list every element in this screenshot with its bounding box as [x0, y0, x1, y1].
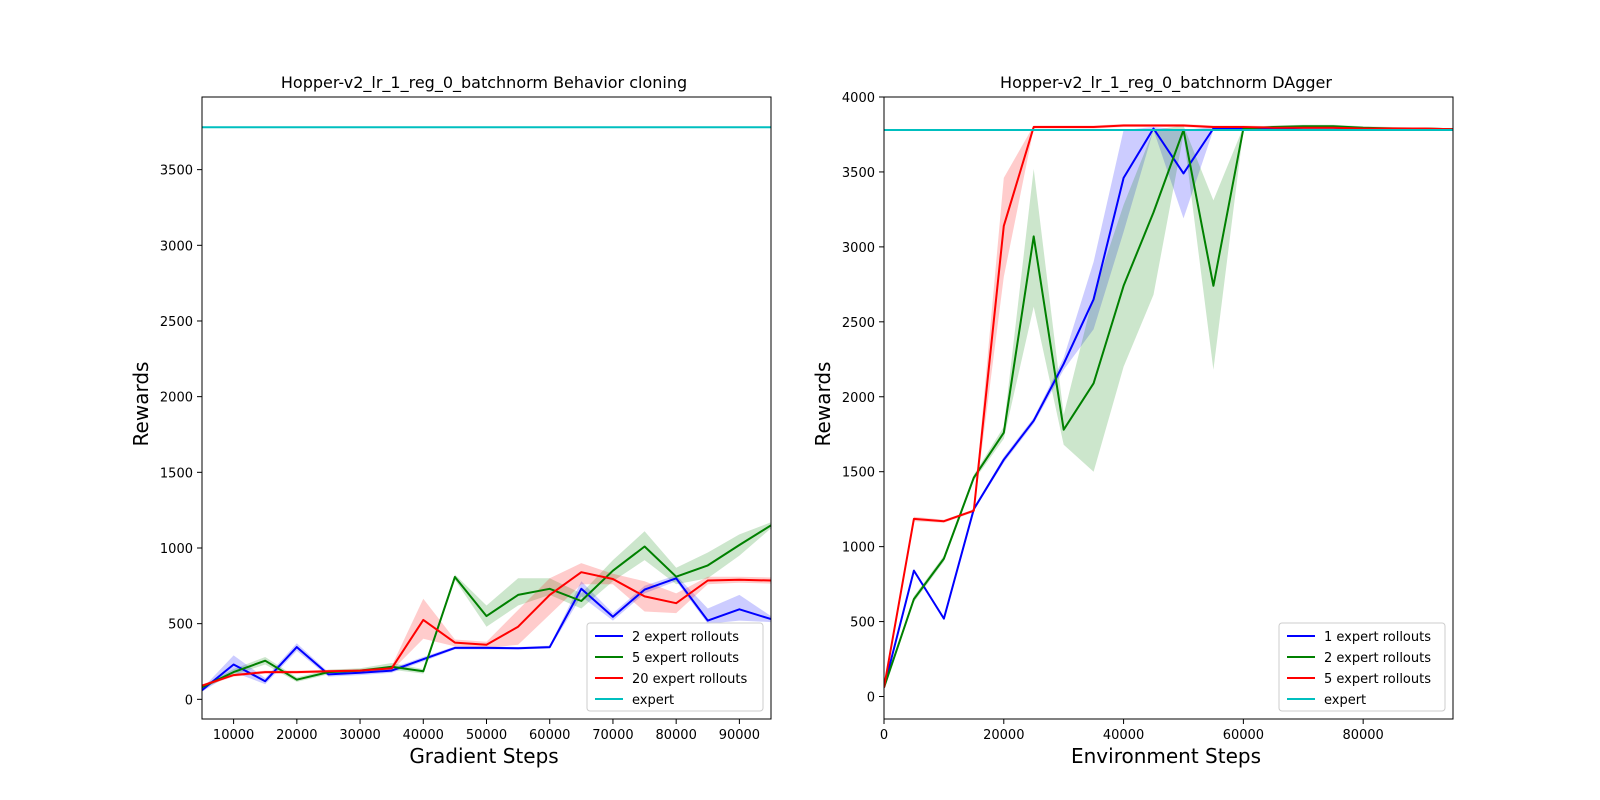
chart-behavior-cloning: Hopper-v2_lr_1_reg_0_batchnorm Behavior … [129, 73, 772, 768]
y-tick-label: 1000 [842, 541, 875, 556]
y-axis-label: Rewards [811, 362, 835, 447]
x-tick-label: 70000 [592, 728, 633, 743]
legend-label: 5 expert rollouts [632, 651, 739, 666]
x-tick-label: 60000 [529, 728, 570, 743]
x-tick-label: 30000 [339, 728, 380, 743]
x-tick-label: 0 [880, 728, 888, 743]
line-5-expert-rollouts [202, 524, 771, 689]
x-tick-label: 60000 [1223, 728, 1264, 743]
x-tick-label: 20000 [276, 728, 317, 743]
legend: 2 expert rollouts 5 expert rollouts 20 exp… [586, 622, 764, 712]
legend-label: 1 expert rollouts [1324, 630, 1431, 645]
legend-label: 2 expert rollouts [1324, 651, 1431, 666]
y-tick-label: 2500 [842, 316, 875, 331]
y-tick-label: 4000 [842, 91, 875, 106]
x-tick-label: 40000 [403, 728, 444, 743]
y-tick-label: 2000 [160, 391, 193, 406]
x-axis-label: Gradient Steps [409, 744, 558, 768]
x-tick-label: 50000 [466, 728, 507, 743]
legend-label: 5 expert rollouts [1324, 672, 1431, 687]
y-tick-label: 500 [168, 618, 193, 633]
plot-area [884, 124, 1453, 689]
x-axis-label: Environment Steps [1071, 744, 1261, 768]
chart-dagger: Hopper-v2_lr_1_reg_0_batchnorm DAgger En… [811, 73, 1454, 768]
y-tick-label: 2500 [160, 315, 193, 330]
y-tick-label: 3000 [842, 241, 875, 256]
x-tick-label: 90000 [719, 728, 760, 743]
axes-frame [883, 96, 1454, 720]
legend: 1 expert rollouts 2 expert rollouts 5 expe… [1278, 622, 1446, 712]
y-tick-label: 1000 [160, 542, 193, 557]
legend-label: 2 expert rollouts [632, 630, 739, 645]
y-tick-label: 3500 [160, 164, 193, 179]
y-tick-label: 3000 [160, 239, 193, 254]
y-tick-label: 2000 [842, 391, 875, 406]
legend-label: expert [632, 693, 674, 708]
y-axis-label: Rewards [129, 362, 153, 447]
y-tick-label: 0 [867, 691, 875, 706]
x-tick-label: 10000 [213, 728, 254, 743]
chart-title: Hopper-v2_lr_1_reg_0_batchnorm DAgger [1000, 73, 1332, 93]
band-5-expert-rollouts [202, 522, 771, 689]
chart-title: Hopper-v2_lr_1_reg_0_batchnorm Behavior … [281, 73, 687, 93]
plot-area [202, 126, 771, 692]
line-2-expert-rollouts [202, 577, 771, 691]
line-20-expert-rollouts [202, 571, 771, 687]
y-tick-label: 500 [850, 616, 875, 631]
legend-label: 20 expert rollouts [632, 672, 747, 687]
x-tick-label: 80000 [1342, 728, 1383, 743]
legend-box [586, 622, 764, 712]
y-tick-label: 1500 [160, 466, 193, 481]
band-20-expert-rollouts [202, 563, 771, 688]
legend-box [1278, 622, 1446, 712]
band-2-expert-rollouts [884, 124, 1453, 689]
y-tick-label: 0 [185, 693, 193, 708]
x-tick-label: 40000 [1103, 728, 1144, 743]
x-tick-label: 80000 [655, 728, 696, 743]
x-tick-label: 20000 [983, 728, 1024, 743]
y-tick-label: 1500 [842, 466, 875, 481]
line-5-expert-rollouts [884, 124, 1453, 688]
legend-label: expert [1324, 693, 1366, 708]
y-tick-label: 3500 [842, 166, 875, 181]
